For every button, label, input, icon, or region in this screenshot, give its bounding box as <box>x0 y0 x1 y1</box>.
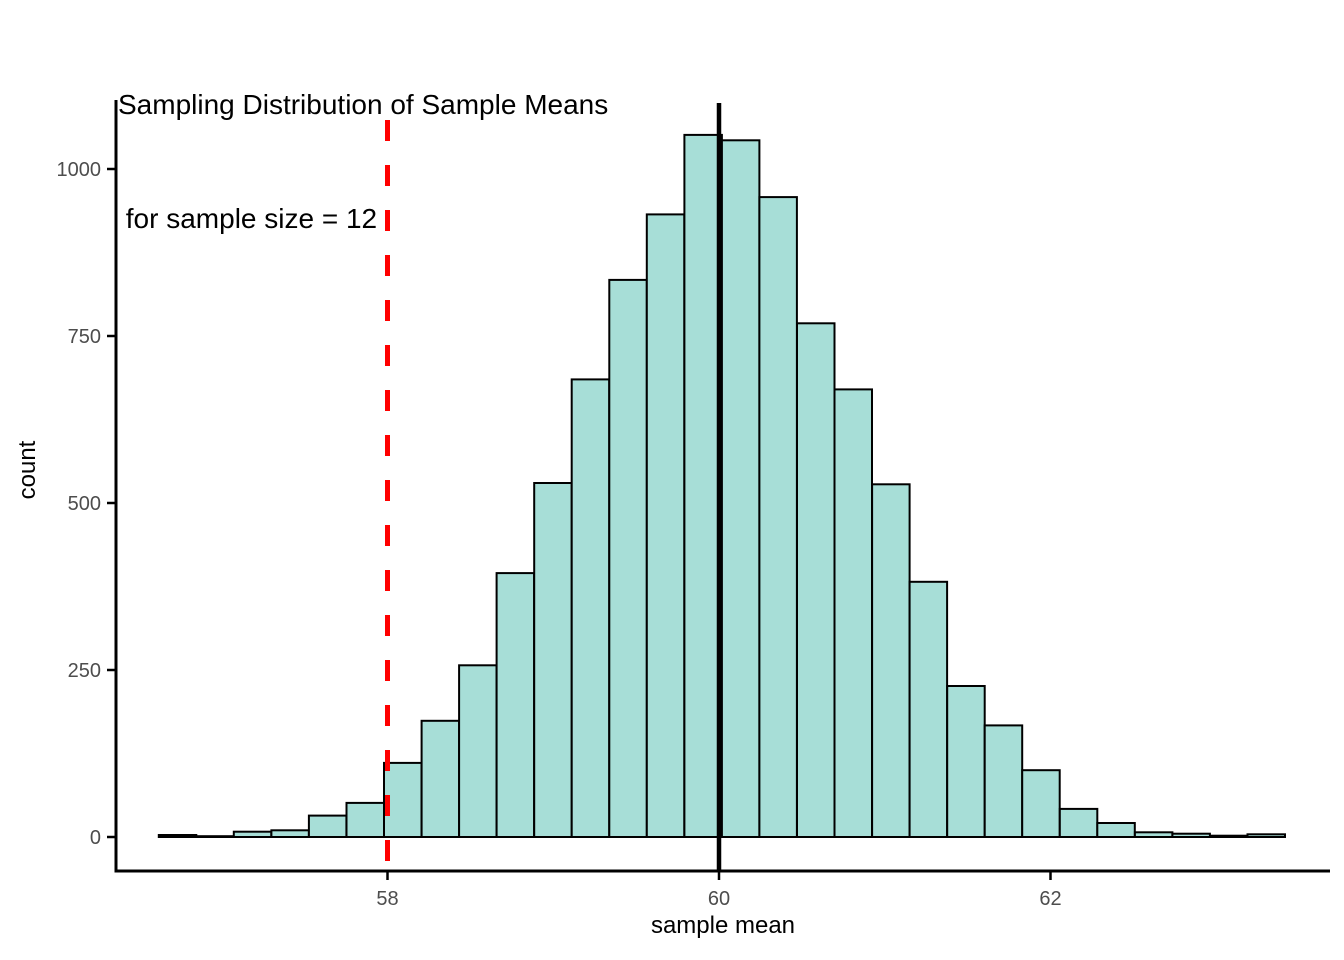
histogram-bar <box>946 685 986 838</box>
histogram-bar <box>871 483 911 838</box>
histogram-bar <box>1096 822 1136 838</box>
histogram-bar <box>157 834 198 838</box>
chart-title-line1: Sampling Distribution of Sample Means <box>118 89 609 120</box>
histogram-bar <box>232 830 273 839</box>
x-axis-tick-label: 62 <box>1039 888 1061 910</box>
y-axis-tick-label: 750 <box>68 326 101 348</box>
histogram-bar <box>1246 833 1286 838</box>
x-axis-tick-label: 58 <box>376 888 398 910</box>
histogram-bar <box>683 133 723 838</box>
y-axis-title: count <box>14 440 41 500</box>
histogram-bar <box>1021 769 1061 839</box>
histogram-bar <box>1058 807 1099 839</box>
histogram-bar <box>720 139 761 839</box>
histogram-bar <box>533 482 573 838</box>
histogram-bar <box>270 829 310 838</box>
histogram-bar <box>570 378 611 838</box>
y-axis-tick-label: 500 <box>68 493 101 515</box>
chart-title-line2: for sample size = 12 <box>118 203 378 234</box>
histogram-bar <box>833 388 873 838</box>
y-axis-tick-label: 250 <box>68 660 101 682</box>
histogram-bar <box>1133 831 1174 838</box>
histogram-bar <box>495 572 536 838</box>
histogram-bar <box>307 814 348 838</box>
chart-title: Sampling Distribution of Sample Means fo… <box>118 10 608 314</box>
histogram-bar <box>796 322 836 838</box>
histogram-bar <box>608 278 648 838</box>
y-axis-tick-label: 1000 <box>57 159 102 181</box>
histogram-bar <box>758 196 798 839</box>
histogram-bar <box>1209 834 1249 839</box>
histogram-bar <box>195 835 235 839</box>
histogram-bar <box>420 719 461 838</box>
histogram-bar <box>383 761 423 839</box>
histogram-bar <box>983 724 1024 839</box>
histogram-bar <box>1171 832 1211 839</box>
histogram-bar <box>345 801 385 839</box>
x-axis-tick-label: 60 <box>708 888 730 910</box>
histogram-bar <box>908 580 949 838</box>
x-axis-title: sample mean <box>650 912 796 939</box>
histogram-bar <box>645 213 686 838</box>
histogram-bar <box>458 664 498 838</box>
y-axis-tick-label: 0 <box>90 827 101 849</box>
